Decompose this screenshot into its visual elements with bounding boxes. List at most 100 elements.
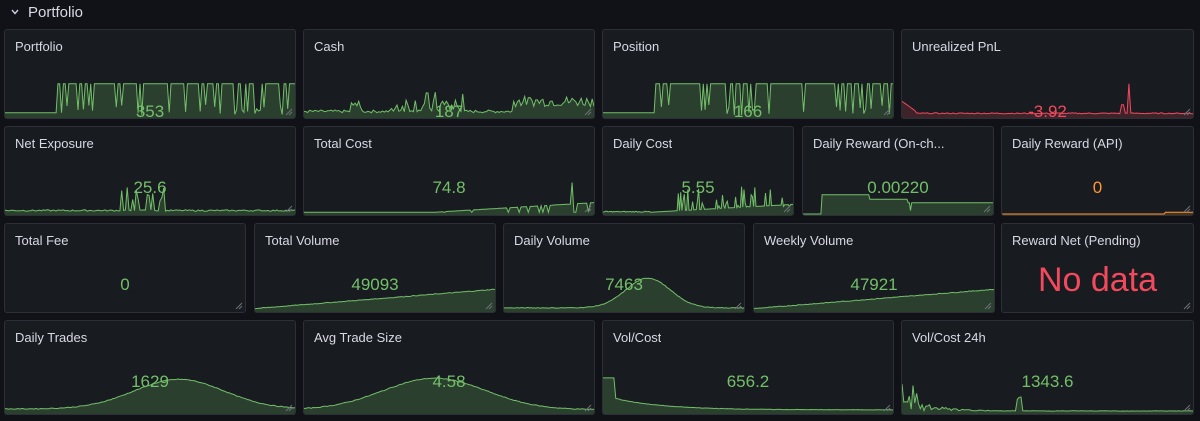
sparkline-line <box>902 83 1193 115</box>
panel-title[interactable]: Portfolio <box>15 39 63 54</box>
resize-handle-icon[interactable] <box>883 108 891 116</box>
panel-title[interactable]: Daily Trades <box>15 330 88 345</box>
sparkline-line <box>5 378 295 410</box>
sparkline-area <box>504 278 744 312</box>
chevron-down-icon[interactable] <box>10 7 20 17</box>
panel-title[interactable]: Reward Net (Pending) <box>1012 233 1141 248</box>
panel-value: 0 <box>120 275 130 294</box>
sparkline-line <box>603 83 893 116</box>
resize-handle-icon[interactable] <box>584 404 592 412</box>
panel-title[interactable]: Weekly Volume <box>764 233 854 248</box>
panel-title[interactable]: Total Cost <box>314 136 372 151</box>
panel-position[interactable]: Position 166 <box>602 29 894 119</box>
panel-daily-cost[interactable]: Daily Cost 5.55 <box>602 126 794 216</box>
panel-value: 187 <box>434 102 464 119</box>
sparkline <box>504 277 744 312</box>
sparkline <box>304 182 594 215</box>
sparkline-line <box>255 288 495 310</box>
resize-handle-icon[interactable] <box>1183 205 1191 213</box>
resize-handle-icon[interactable] <box>584 108 592 116</box>
panel-weekly-volume[interactable]: Weekly Volume 47921 <box>753 223 995 313</box>
panel-unrealized-pnl[interactable]: Unrealized PnL -3.92 <box>901 29 1194 119</box>
sparkline <box>603 377 893 414</box>
sparkline <box>5 187 295 215</box>
sparkline-line <box>504 277 744 309</box>
panel-total-volume[interactable]: Total Volume 49093 <box>254 223 496 313</box>
resize-handle-icon[interactable] <box>783 205 791 213</box>
panel-vol-cost-24h[interactable]: Vol/Cost 24h 1343.6 <box>901 320 1194 415</box>
sparkline-area <box>902 83 1193 118</box>
sparkline <box>255 288 495 312</box>
resize-handle-icon[interactable] <box>285 108 293 116</box>
panel-daily-trades[interactable]: Daily Trades 1629 <box>4 320 296 415</box>
sparkline-line <box>304 377 594 411</box>
sparkline-line <box>304 92 594 114</box>
resize-handle-icon[interactable] <box>584 205 592 213</box>
panel-daily-reward-onchain[interactable]: Daily Reward (On-ch... 0.00220 <box>802 126 994 216</box>
panel-title[interactable]: Daily Reward (API) <box>1012 136 1123 151</box>
sparkline-line <box>603 186 793 213</box>
resize-handle-icon[interactable] <box>984 302 992 310</box>
panel-value: 166 <box>733 102 763 119</box>
panel-title[interactable]: Cash <box>314 39 345 54</box>
panel-title[interactable]: Vol/Cost <box>613 330 662 345</box>
resize-handle-icon[interactable] <box>485 302 493 310</box>
sparkline-area <box>754 289 994 312</box>
sparkline <box>304 377 594 414</box>
sparkline <box>603 186 793 215</box>
panel-value: 1629 <box>131 372 169 391</box>
row-header-portfolio[interactable]: Portfolio <box>0 0 1200 24</box>
sparkline-area <box>5 379 295 414</box>
panel-value: 0.00220 <box>867 178 929 197</box>
sparkline-area <box>5 187 295 215</box>
panel-title[interactable]: Unrealized PnL <box>912 39 1001 54</box>
sparkline <box>902 83 1193 118</box>
panel-total-cost[interactable]: Total Cost 74.8 <box>303 126 595 216</box>
panel-value: -3.92 <box>1028 102 1067 119</box>
panel-title[interactable]: Daily Reward (On-ch... <box>813 136 945 151</box>
panel-avg-trade-size[interactable]: Avg Trade Size 4.58 <box>303 320 595 415</box>
resize-handle-icon[interactable] <box>1183 302 1191 310</box>
sparkline-line <box>5 83 295 115</box>
resize-handle-icon[interactable] <box>883 404 891 412</box>
panel-value: 656.2 <box>726 372 770 391</box>
panel-portfolio[interactable]: Portfolio 353 <box>4 29 296 119</box>
sparkline-line <box>803 194 993 215</box>
panel-title[interactable]: Vol/Cost 24h <box>912 330 986 345</box>
sparkline <box>803 194 993 215</box>
panel-total-fee[interactable]: Total Fee 0 <box>4 223 246 313</box>
panel-title[interactable]: Daily Cost <box>613 136 673 151</box>
sparkline-area <box>304 378 594 414</box>
sparkline-area <box>304 92 594 118</box>
panel-cash[interactable]: Cash 187 <box>303 29 595 119</box>
panel-title[interactable]: Daily Volume <box>514 233 590 248</box>
sparkline <box>5 83 295 118</box>
panel-daily-reward-api[interactable]: Daily Reward (API) 0 <box>1001 126 1194 216</box>
sparkline <box>902 384 1193 414</box>
resize-handle-icon[interactable] <box>734 302 742 310</box>
sparkline <box>754 288 994 312</box>
resize-handle-icon[interactable] <box>983 205 991 213</box>
panel-net-exposure[interactable]: Net Exposure 25.6 <box>4 126 296 216</box>
resize-handle-icon[interactable] <box>1183 108 1191 116</box>
sparkline-line <box>1002 211 1193 215</box>
panel-value: 7463 <box>605 275 643 294</box>
panel-title[interactable]: Total Fee <box>15 233 69 248</box>
resize-handle-icon[interactable] <box>285 404 293 412</box>
panel-value: 74.8 <box>432 178 466 197</box>
panel-title[interactable]: Total Volume <box>265 233 340 248</box>
resize-handle-icon[interactable] <box>285 205 293 213</box>
panel-daily-volume[interactable]: Daily Volume 7463 <box>503 223 745 313</box>
panel-title[interactable]: Position <box>613 39 660 54</box>
panel-title[interactable]: Avg Trade Size <box>314 330 402 345</box>
sparkline-line <box>754 288 994 310</box>
panel-vol-cost[interactable]: Vol/Cost 656.2 <box>602 320 894 415</box>
sparkline-line <box>603 377 893 411</box>
resize-handle-icon[interactable] <box>1183 404 1191 412</box>
resize-handle-icon[interactable] <box>235 302 243 310</box>
panel-title[interactable]: Net Exposure <box>15 136 94 151</box>
sparkline <box>5 378 295 414</box>
panel-value: 25.6 <box>133 178 167 197</box>
sparkline-line <box>5 187 295 212</box>
panel-reward-net-pending[interactable]: Reward Net (Pending) No data <box>1001 223 1194 313</box>
